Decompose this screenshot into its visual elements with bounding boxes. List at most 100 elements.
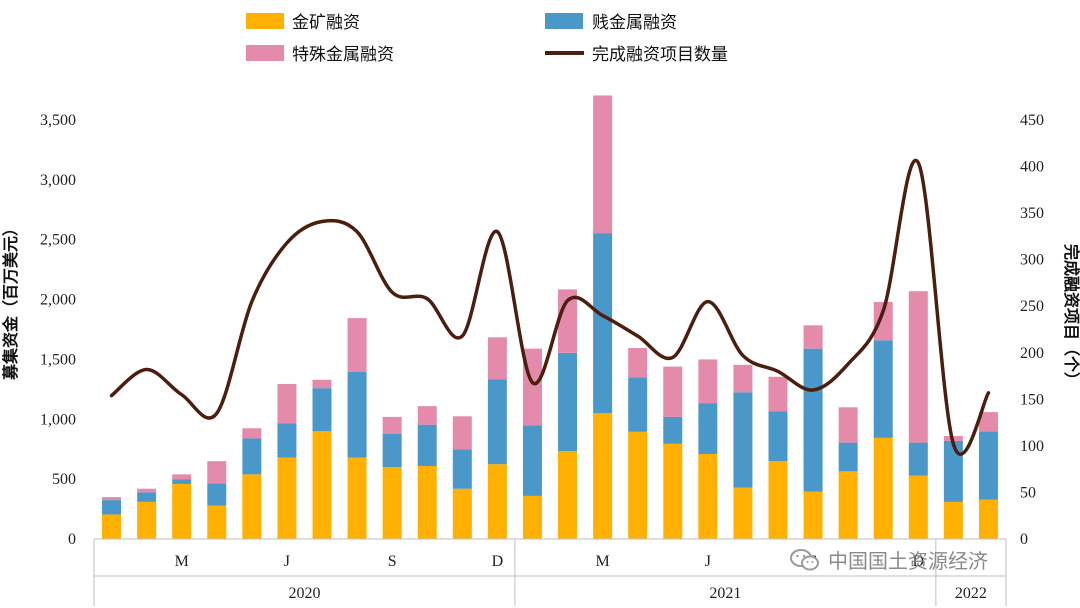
bar-segment-gold (102, 514, 122, 539)
bar-segment-gold (768, 461, 788, 539)
y-axis-title-right: 完成融资项目（个） (1062, 244, 1080, 388)
bar-segment-gold (277, 457, 297, 539)
bar-segment-special-metal (838, 407, 858, 443)
x-tick-label-month: M (175, 553, 189, 570)
bar-segment-special-metal (242, 428, 262, 439)
project-count-line (109, 158, 991, 456)
bar-segment-gold (137, 501, 157, 539)
bar-segment-gold (908, 475, 928, 539)
bar-segment-special-metal (698, 359, 718, 404)
legend: 金矿融资 贱金属融资 特殊金属融资 完成融资项目数量 (246, 13, 728, 65)
y-tick-label-right: 350 (1020, 205, 1044, 222)
bar-segment-special-metal (382, 416, 402, 434)
bar-stack-group (102, 95, 998, 539)
bar-segment-base-metal (558, 352, 578, 452)
bar-segment-gold (487, 464, 507, 539)
bar-segment-gold (838, 471, 858, 539)
bar-segment-gold (943, 501, 963, 539)
bar-segment-base-metal (207, 483, 227, 506)
x-tick-label-month: J (284, 553, 290, 570)
bar-segment-base-metal (628, 377, 648, 432)
bar-segment-gold (312, 431, 332, 539)
bar-segment-gold (733, 487, 753, 539)
x-tick-label-month: J (705, 553, 711, 570)
bar-segment-special-metal (312, 379, 332, 389)
y-axis-title-left: 募集资金（百万美元） (1, 220, 20, 381)
bar-segment-base-metal (698, 403, 718, 455)
y-tick-label-right: 150 (1020, 391, 1044, 408)
bar-segment-base-metal (172, 479, 192, 484)
bar-segment-gold (382, 467, 402, 539)
legend-label-special-metal: 特殊金属融资 (292, 45, 394, 65)
legend-label-line: 完成融资项目数量 (592, 45, 728, 65)
bar-segment-special-metal (628, 348, 648, 378)
y-tick-label-left: 0 (68, 531, 76, 548)
bar-segment-special-metal (207, 461, 227, 484)
bar-segment-base-metal (663, 416, 683, 444)
y-tick-label-right: 450 (1020, 112, 1044, 129)
legend-swatch-gold (246, 13, 284, 29)
bar-segment-base-metal (768, 411, 788, 462)
bar-segment-special-metal (137, 488, 157, 493)
bar-segment-gold (803, 491, 823, 539)
bar-segment-base-metal (102, 500, 122, 515)
bar-segment-gold (347, 457, 367, 539)
y-tick-label-left: 500 (52, 471, 76, 488)
legend-label-base-metal: 贱金属融资 (592, 13, 677, 33)
bar-segment-special-metal (102, 497, 122, 501)
legend-label-gold: 金矿融资 (292, 13, 360, 33)
bar-segment-gold (522, 495, 542, 539)
bar-segment-special-metal (908, 291, 928, 443)
bar-segment-special-metal (172, 474, 192, 480)
bar-segment-base-metal (943, 440, 963, 502)
bar-segment-special-metal (277, 383, 297, 424)
bar-segment-gold (242, 474, 262, 539)
bar-segment-base-metal (277, 423, 297, 458)
bar-segment-special-metal (487, 337, 507, 380)
bar-segment-base-metal (838, 442, 858, 472)
bar-segment-base-metal (593, 233, 613, 414)
y-tick-label-left: 3,000 (40, 172, 76, 189)
bar-segment-special-metal (663, 366, 683, 417)
x-tick-label-year: 2022 (955, 585, 987, 602)
bar-segment-special-metal (873, 301, 893, 341)
x-tick-label-month: D (492, 553, 504, 570)
legend-swatch-base-metal (545, 13, 583, 29)
bar-segment-gold (207, 505, 227, 539)
bar-segment-base-metal (312, 388, 332, 432)
y-tick-label-right: 300 (1020, 252, 1044, 269)
bar-segment-gold (663, 443, 683, 539)
bar-segment-special-metal (803, 325, 823, 349)
y-axis-left: 0 500 1,000 1,500 2,000 2,500 3,000 3,500 (40, 112, 76, 548)
bar-segment-special-metal (733, 364, 753, 393)
watermark: 中国国土资源经济 (790, 545, 988, 574)
bar-segment-gold (698, 454, 718, 539)
x-axis: MJSDMJSD202020212022 (93, 538, 1007, 606)
y-tick-label-right: 50 (1020, 484, 1036, 501)
bar-segment-special-metal (978, 412, 998, 432)
bar-segment-special-metal (768, 376, 788, 412)
bar-segment-base-metal (803, 348, 823, 492)
y-tick-label-right: 200 (1020, 345, 1044, 362)
bar-segment-special-metal (417, 406, 437, 425)
bar-segment-gold (873, 437, 893, 539)
bar-segment-special-metal (347, 318, 367, 372)
x-tick-label-month: D (913, 553, 925, 570)
bar-segment-base-metal (733, 392, 753, 488)
legend-swatch-special-metal (246, 45, 284, 61)
bar-segment-gold (558, 451, 578, 539)
y-tick-label-right: 0 (1020, 531, 1028, 548)
x-tick-label-month: M (595, 553, 609, 570)
bar-segment-base-metal (908, 442, 928, 476)
y-tick-label-left: 1,000 (40, 411, 76, 428)
bar-segment-gold (172, 483, 192, 539)
bar-segment-gold (452, 488, 472, 539)
bar-segment-base-metal (417, 424, 437, 466)
bar-segment-base-metal (382, 433, 402, 468)
y-tick-label-right: 400 (1020, 159, 1044, 176)
y-tick-label-left: 2,500 (40, 232, 76, 249)
y-tick-label-right: 250 (1020, 298, 1044, 315)
bar-segment-base-metal (873, 340, 893, 438)
y-tick-label-left: 1,500 (40, 351, 76, 368)
